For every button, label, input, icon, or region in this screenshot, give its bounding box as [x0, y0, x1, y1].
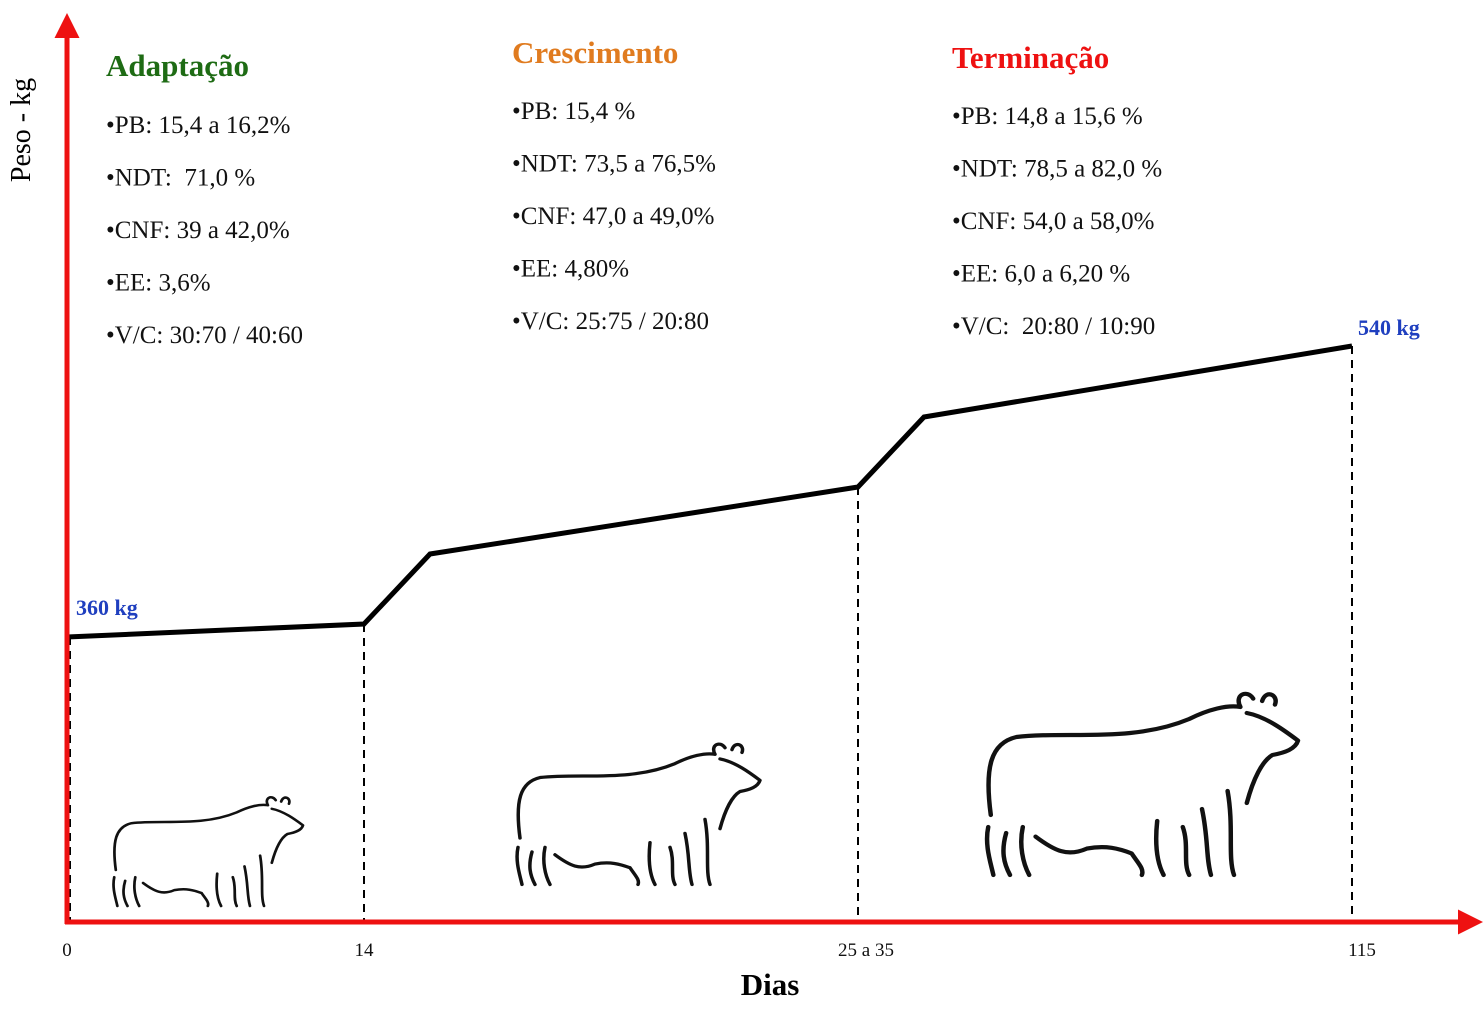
phase-item: •EE: 6,0 a 6,20 %	[952, 261, 1130, 288]
diagram: Peso - kg Dias 0 14 25 a 35 115 360 kg 5…	[0, 0, 1484, 1011]
phase-item: •PB: 14,8 a 15,6 %	[952, 103, 1143, 130]
phase-item: •PB: 15,4 a 16,2%	[106, 112, 290, 139]
x-tick-label: 115	[1348, 940, 1376, 961]
phase-item: •V/C: 30:70 / 40:60	[106, 322, 303, 349]
phase-item: •CNF: 54,0 a 58,0%	[952, 208, 1155, 235]
x-axis-label: Dias	[741, 967, 800, 1002]
y-axis-label: Peso - kg	[6, 78, 37, 182]
x-tick-label: 14	[355, 940, 375, 961]
axes	[65, 18, 1478, 924]
start-weight: 360 kg	[76, 595, 138, 620]
phase-item: •PB: 15,4 %	[512, 98, 635, 125]
cow-medium	[517, 744, 760, 884]
phase-item: •NDT: 73,5 a 76,5%	[512, 151, 716, 178]
x-tick-label: 0	[62, 940, 72, 961]
phase-item: •CNF: 47,0 a 49,0%	[512, 203, 715, 230]
phase-item: •V/C: 25:75 / 20:80	[512, 308, 709, 335]
cows	[114, 694, 1298, 906]
phase-item: •EE: 3,6%	[106, 270, 211, 297]
cow-large	[987, 694, 1298, 875]
cow-small	[114, 797, 303, 906]
phase-item: •NDT: 78,5 a 82,0 %	[952, 156, 1162, 183]
phase-item: •NDT: 71,0 %	[106, 165, 255, 192]
phase-item: •CNF: 39 a 42,0%	[106, 217, 290, 244]
x-tick-label: 25 a 35	[838, 940, 894, 961]
phase-item: •V/C: 20:80 / 10:90	[952, 313, 1155, 340]
phase-title: Crescimento	[512, 35, 678, 70]
end-weight: 540 kg	[1358, 315, 1420, 340]
phase-item: •EE: 4,80%	[512, 256, 629, 283]
weight-line	[67, 346, 1352, 922]
phase-title: Adaptação	[106, 48, 249, 83]
phase-title: Terminação	[952, 40, 1109, 75]
